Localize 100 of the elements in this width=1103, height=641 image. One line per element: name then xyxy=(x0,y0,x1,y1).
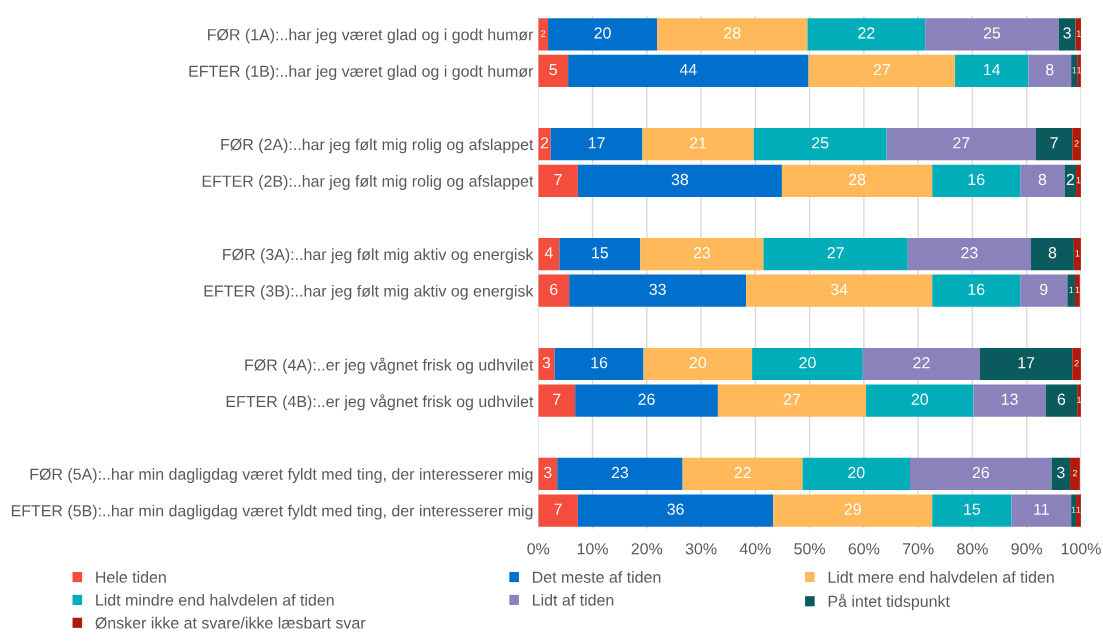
x-tick-label: 10% xyxy=(577,543,608,555)
data-label: 1 xyxy=(1069,286,1074,294)
data-label: 1 xyxy=(1076,506,1081,513)
bar xyxy=(643,347,753,381)
data-label: 2 xyxy=(540,137,549,149)
y-tick-label: FØR (4A):..er jeg vågnet frisk og udhvilet xyxy=(245,357,534,374)
data-label: 20 xyxy=(594,27,611,39)
data-label: 1 xyxy=(1075,250,1080,257)
bar xyxy=(559,237,641,271)
data-label: 7 xyxy=(553,393,561,405)
data-label: 2 xyxy=(1066,173,1074,185)
data-label: 27 xyxy=(783,393,801,405)
legend-label: Lidt mindre end halvdelen af tiden xyxy=(96,593,334,606)
legend-label: Hele tiden xyxy=(96,571,166,583)
bar xyxy=(910,457,1052,490)
data-label: 15 xyxy=(964,503,981,515)
bar xyxy=(807,18,926,51)
bar xyxy=(577,494,774,527)
bar xyxy=(932,494,1012,527)
data-label: 2 xyxy=(1074,140,1079,147)
bar xyxy=(538,237,560,271)
data-label: 1 xyxy=(1077,396,1082,403)
bar xyxy=(548,18,658,51)
bar xyxy=(746,274,933,307)
bar xyxy=(932,274,1021,307)
data-label: 28 xyxy=(849,173,866,186)
legend-label: Lidt mere end halvdelen af tiden xyxy=(828,571,1054,583)
bar xyxy=(1074,274,1080,307)
data-label: 23 xyxy=(611,466,629,479)
bar xyxy=(1031,237,1074,271)
y-tick-label: FØR (1A):..har jeg været glad og i godt humør xyxy=(208,28,534,44)
bar xyxy=(1020,164,1065,197)
bar xyxy=(886,128,1036,161)
data-label: 16 xyxy=(591,356,608,369)
data-label: 17 xyxy=(1018,357,1035,369)
data-label: 27 xyxy=(873,63,890,76)
data-label: 26 xyxy=(972,466,989,479)
y-tick-label: FØR (3A):..har jeg følt mig aktiv og energisk xyxy=(223,248,534,264)
data-label: 22 xyxy=(734,466,751,479)
y-tick-label: EFTER (1B):..har jeg været glad og i godt humør xyxy=(189,65,534,81)
data-label: 8 xyxy=(1048,247,1057,259)
data-label: 5 xyxy=(549,64,557,76)
bar xyxy=(773,494,933,527)
data-label: 36 xyxy=(667,503,684,515)
data-label: 2 xyxy=(541,30,546,37)
data-label: 2 xyxy=(1074,360,1079,367)
data-label: 16 xyxy=(968,283,985,296)
data-label: 7 xyxy=(554,174,562,185)
bar xyxy=(763,237,908,271)
x-tick-label: 70% xyxy=(902,543,934,555)
bar xyxy=(682,457,803,490)
data-label: 3 xyxy=(542,356,551,369)
bar xyxy=(1071,54,1078,88)
data-label: 6 xyxy=(550,283,558,296)
bar xyxy=(575,384,718,417)
data-label: 8 xyxy=(1038,173,1047,186)
bar xyxy=(907,237,1032,271)
data-label: 14 xyxy=(984,64,1001,76)
x-tick-label: 40% xyxy=(739,543,771,555)
x-tick-label: 90% xyxy=(1011,543,1043,555)
bar xyxy=(980,347,1073,381)
data-label: 9 xyxy=(1040,283,1048,296)
bar xyxy=(1067,274,1075,307)
data-label: 22 xyxy=(858,27,875,39)
data-label: 27 xyxy=(827,247,844,259)
data-label: 23 xyxy=(961,247,978,259)
data-label: 20 xyxy=(689,356,707,369)
bar xyxy=(640,237,764,271)
data-label: 8 xyxy=(1045,63,1054,76)
data-label: 22 xyxy=(913,356,930,369)
legend-label: Ønsker ikke at svare/ikke læsbart svar xyxy=(95,616,366,629)
legend-label: Lidt af tiden xyxy=(533,593,614,606)
data-label: 20 xyxy=(911,393,929,405)
data-label: 20 xyxy=(848,466,865,479)
data-label: 1 xyxy=(1075,286,1080,294)
data-label: 25 xyxy=(812,137,829,149)
bar xyxy=(1045,384,1078,417)
bar xyxy=(538,384,576,417)
x-tick-label: 0% xyxy=(527,543,550,555)
bar xyxy=(955,54,1029,88)
x-tick-label: 100% xyxy=(1061,543,1101,555)
x-tick-label: 30% xyxy=(685,543,717,555)
bar xyxy=(925,18,1059,51)
bar xyxy=(973,384,1046,417)
data-label: 7 xyxy=(554,503,562,515)
bar xyxy=(1070,457,1080,490)
bar xyxy=(1058,18,1076,51)
bar xyxy=(1071,494,1077,527)
y-tick-label: EFTER (5B):..har min dagligdag været fyldt med ting, der interesserer mig xyxy=(11,504,533,520)
data-label: 17 xyxy=(588,137,605,149)
data-label: 3 xyxy=(543,466,552,479)
bar xyxy=(538,274,570,307)
data-label: 4 xyxy=(544,247,553,259)
bar xyxy=(657,18,808,51)
y-tick-label: EFTER (2B):..har jeg følt mig rolig og afslappet xyxy=(202,175,534,190)
data-label: 21 xyxy=(690,137,707,149)
data-label: 20 xyxy=(799,356,816,369)
bar xyxy=(802,457,910,490)
data-label: 7 xyxy=(1050,137,1058,149)
data-label: 33 xyxy=(649,283,666,296)
